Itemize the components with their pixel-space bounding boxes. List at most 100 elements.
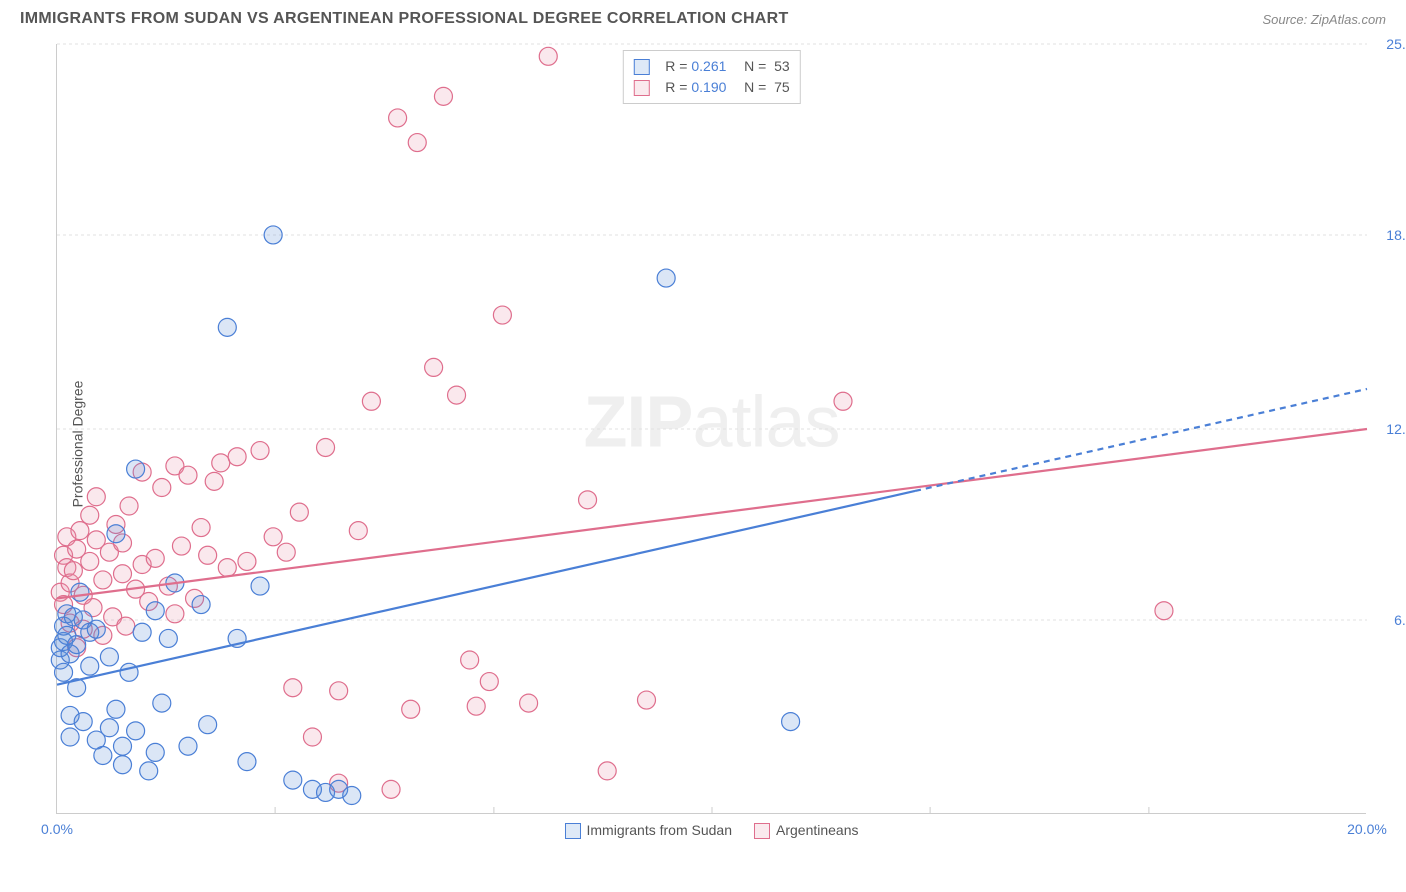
scatter-point	[238, 552, 256, 570]
scatter-point	[402, 700, 420, 718]
scatter-point	[81, 657, 99, 675]
scatter-point	[382, 780, 400, 798]
scatter-point	[448, 386, 466, 404]
scatter-point	[87, 488, 105, 506]
scatter-point	[100, 648, 118, 666]
scatter-point	[657, 269, 675, 287]
scatter-point	[71, 583, 89, 601]
scatter-point	[290, 503, 308, 521]
regression-line-dashed	[915, 389, 1367, 491]
scatter-point	[251, 577, 269, 595]
scatter-point	[638, 691, 656, 709]
scatter-point	[146, 549, 164, 567]
scatter-point	[303, 728, 321, 746]
scatter-point	[238, 753, 256, 771]
scatter-point	[284, 771, 302, 789]
scatter-point	[493, 306, 511, 324]
scatter-point	[264, 528, 282, 546]
scatter-point	[349, 522, 367, 540]
scatter-point	[120, 497, 138, 515]
scatter-point	[277, 543, 295, 561]
y-tick-label: 6.3%	[1376, 612, 1406, 628]
x-tick-label: 20.0%	[1347, 821, 1387, 837]
scatter-point	[153, 479, 171, 497]
y-tick-label: 12.5%	[1376, 421, 1406, 437]
scatter-point	[199, 546, 217, 564]
scatter-point	[480, 673, 498, 691]
scatter-point	[425, 358, 443, 376]
scatter-point	[100, 719, 118, 737]
legend-swatch	[633, 80, 649, 96]
scatter-point	[107, 525, 125, 543]
scatter-point	[107, 700, 125, 718]
scatter-point	[218, 318, 236, 336]
scatter-point	[362, 392, 380, 410]
scatter-point	[408, 134, 426, 152]
scatter-point	[179, 737, 197, 755]
scatter-point	[199, 716, 217, 734]
r-legend-row: R = 0.261 N = 53	[633, 56, 789, 77]
scatter-point	[172, 537, 190, 555]
scatter-point	[264, 226, 282, 244]
scatter-point	[205, 472, 223, 490]
page-title: IMMIGRANTS FROM SUDAN VS ARGENTINEAN PRO…	[20, 10, 789, 28]
r-legend-n: N = 53	[736, 56, 789, 77]
scatter-point	[146, 743, 164, 761]
scatter-point	[192, 596, 210, 614]
scatter-point	[55, 663, 73, 681]
scatter-point	[251, 442, 269, 460]
scatter-point	[71, 522, 89, 540]
scatter-point	[117, 617, 135, 635]
plot-area: R = 0.261 N = 53R = 0.190 N = 75 ZIPatla…	[56, 44, 1366, 814]
scatter-point	[330, 682, 348, 700]
scatter-point	[94, 571, 112, 589]
scatter-point	[64, 562, 82, 580]
scatter-point	[114, 565, 132, 583]
legend-swatch	[633, 59, 649, 75]
scatter-point	[1155, 602, 1173, 620]
scatter-point	[520, 694, 538, 712]
scatter-point	[579, 491, 597, 509]
header: IMMIGRANTS FROM SUDAN VS ARGENTINEAN PRO…	[0, 0, 1406, 34]
x-legend-item: Immigrants from Sudan	[564, 822, 732, 839]
correlation-chart: Professional Degree R = 0.261 N = 53R = …	[20, 34, 1386, 854]
scatter-point	[598, 762, 616, 780]
scatter-point	[228, 448, 246, 466]
scatter-point	[61, 728, 79, 746]
r-legend-row: R = 0.190 N = 75	[633, 77, 789, 98]
scatter-point	[114, 756, 132, 774]
scatter-point	[212, 454, 230, 472]
scatter-point	[94, 746, 112, 764]
scatter-point	[127, 722, 145, 740]
scatter-point	[133, 623, 151, 641]
scatter-point	[81, 506, 99, 524]
scatter-point	[74, 713, 92, 731]
scatter-point	[81, 552, 99, 570]
scatter-point	[343, 787, 361, 805]
scatter-point	[127, 460, 145, 478]
scatter-point	[539, 47, 557, 65]
scatter-point	[159, 629, 177, 647]
r-legend: R = 0.261 N = 53R = 0.190 N = 75	[622, 50, 800, 104]
r-legend-r: R = 0.261	[665, 56, 726, 77]
scatter-point	[467, 697, 485, 715]
legend-swatch	[564, 823, 580, 839]
scatter-point	[389, 109, 407, 127]
scatter-point	[192, 519, 210, 537]
x-legend-item: Argentineans	[754, 822, 859, 839]
plot-svg	[57, 44, 1367, 814]
scatter-point	[166, 605, 184, 623]
scatter-point	[179, 466, 197, 484]
scatter-point	[146, 602, 164, 620]
regression-line	[57, 491, 915, 685]
scatter-point	[284, 679, 302, 697]
scatter-point	[434, 87, 452, 105]
y-tick-label: 25.0%	[1376, 36, 1406, 52]
scatter-point	[153, 694, 171, 712]
x-tick-label: 0.0%	[41, 821, 73, 837]
r-legend-n: N = 75	[736, 77, 789, 98]
x-legend: Immigrants from Sudan Argentineans	[564, 822, 858, 839]
scatter-point	[114, 737, 132, 755]
scatter-point	[87, 620, 105, 638]
scatter-point	[317, 438, 335, 456]
